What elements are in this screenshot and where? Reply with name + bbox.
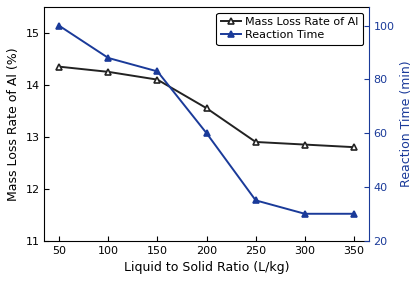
Reaction Time <box>302 212 307 216</box>
Y-axis label: Mass Loss Rate of Al (%): Mass Loss Rate of Al (%) <box>7 47 20 201</box>
Mass Loss Rate of Al <box>155 78 160 81</box>
Mass Loss Rate of Al <box>106 70 111 74</box>
Line: Mass Loss Rate of Al: Mass Loss Rate of Al <box>56 63 357 151</box>
Mass Loss Rate of Al <box>352 146 357 149</box>
Y-axis label: Reaction Time (min): Reaction Time (min) <box>400 60 413 187</box>
Mass Loss Rate of Al <box>302 143 307 146</box>
X-axis label: Liquid to Solid Ratio (L/kg): Liquid to Solid Ratio (L/kg) <box>124 261 289 274</box>
Reaction Time <box>106 56 111 60</box>
Reaction Time <box>253 199 258 202</box>
Reaction Time <box>352 212 357 216</box>
Line: Reaction Time: Reaction Time <box>56 22 357 217</box>
Reaction Time <box>57 24 62 28</box>
Reaction Time <box>155 70 160 73</box>
Reaction Time <box>204 132 209 135</box>
Mass Loss Rate of Al <box>253 140 258 144</box>
Mass Loss Rate of Al <box>204 106 209 110</box>
Legend: Mass Loss Rate of Al, Reaction Time: Mass Loss Rate of Al, Reaction Time <box>216 12 363 45</box>
Mass Loss Rate of Al <box>57 65 62 68</box>
